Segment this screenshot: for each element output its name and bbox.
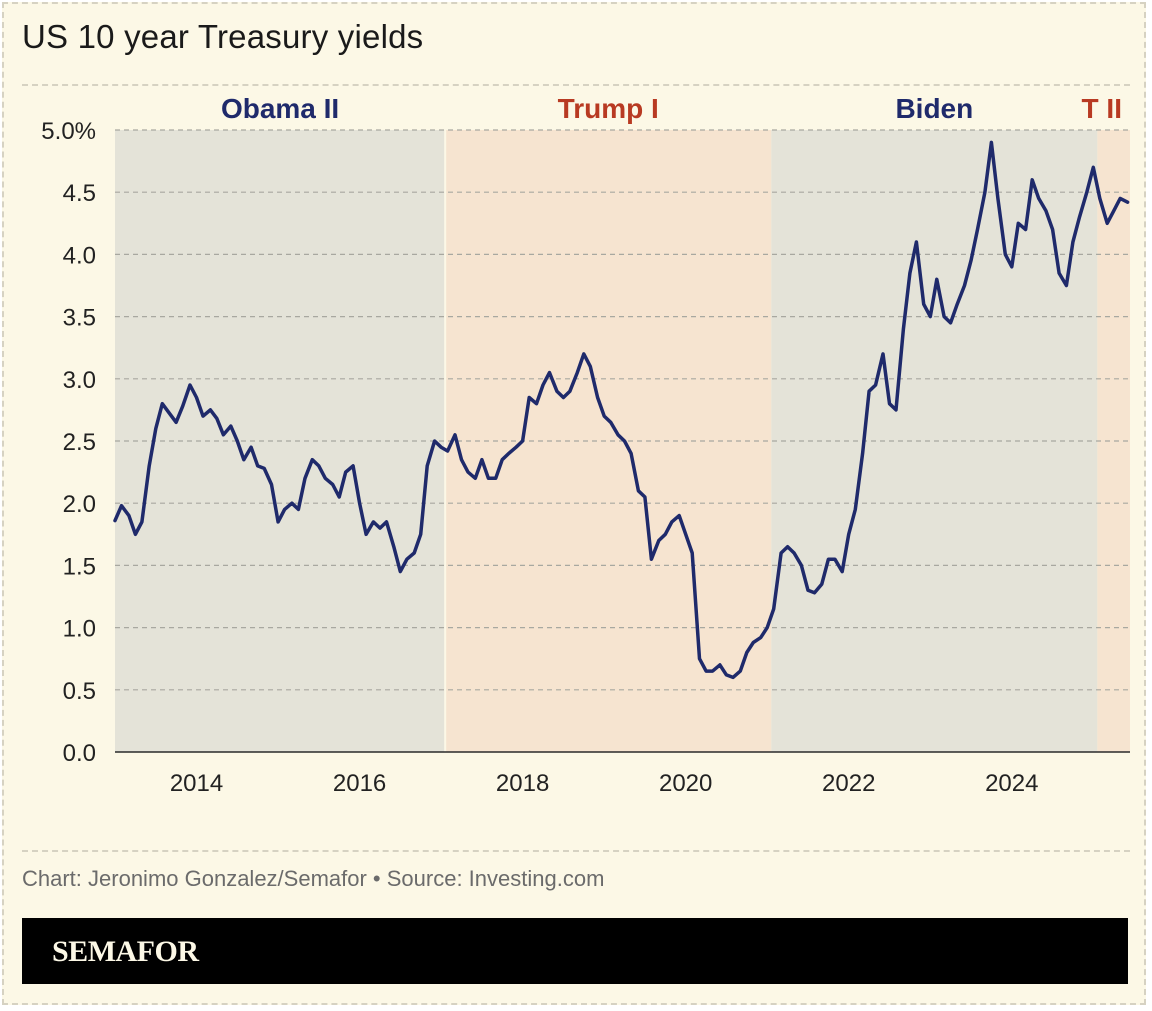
chart-credit: Chart: Jeronimo Gonzalez/Semafor • Sourc… bbox=[22, 866, 605, 891]
header-divider bbox=[22, 84, 1130, 86]
y-tick-label: 5.0% bbox=[41, 118, 96, 145]
y-tick-label: 2.0 bbox=[63, 491, 96, 518]
y-tick-label: 3.0 bbox=[63, 367, 96, 394]
x-tick-label: 2014 bbox=[170, 770, 223, 797]
y-tick-label: 1.0 bbox=[63, 616, 96, 643]
x-tick-label: 2020 bbox=[659, 770, 712, 797]
brand-logo: SEMAFOR bbox=[52, 935, 199, 968]
x-tick-label: 2018 bbox=[496, 770, 549, 797]
y-tick-label: 4.5 bbox=[63, 180, 96, 207]
y-tick-label: 1.5 bbox=[63, 553, 96, 580]
x-tick-label: 2024 bbox=[985, 770, 1038, 797]
y-tick-label: 0.0 bbox=[63, 740, 96, 767]
y-tick-label: 4.0 bbox=[63, 242, 96, 269]
x-tick-label: 2016 bbox=[333, 770, 386, 797]
y-tick-label: 0.5 bbox=[63, 678, 96, 705]
term-label: Obama II bbox=[221, 93, 339, 124]
y-tick-label: 3.5 bbox=[63, 305, 96, 332]
term-band-trump-i bbox=[445, 130, 772, 752]
footer-divider bbox=[22, 850, 1130, 852]
term-label: T II bbox=[1082, 93, 1122, 124]
term-label: Trump I bbox=[558, 93, 659, 124]
yield-line bbox=[113, 140, 1130, 680]
brand-bar: SEMAFOR bbox=[22, 918, 1128, 984]
x-tick-label: 2022 bbox=[822, 770, 875, 797]
term-label: Biden bbox=[895, 93, 973, 124]
y-tick-label: 2.5 bbox=[63, 429, 96, 456]
line-chart: 0.0 0.5 1.0 1.5 2.0 2.5 3.0 3.5 4.0 4.5 5.0% 2014 20… bbox=[41, 93, 1130, 797]
chart-title: US 10 year Treasury yields bbox=[22, 18, 424, 55]
